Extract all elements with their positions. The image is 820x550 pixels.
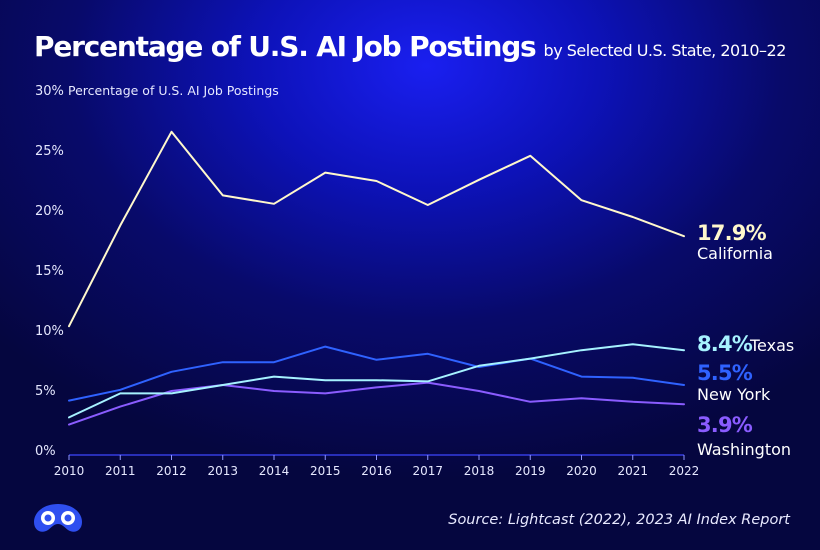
series-name-new-york: New York <box>697 385 771 404</box>
series-line-california <box>68 130 685 328</box>
x-tick-label: 2011 <box>105 464 136 478</box>
x-tick-label: 2016 <box>361 464 392 478</box>
y-axis-label: Percentage of U.S. AI Job Postings <box>68 83 279 98</box>
visual-capitalist-logo-icon <box>34 504 82 532</box>
x-tick-label: 2022 <box>669 464 700 478</box>
x-tick-label: 2019 <box>515 464 546 478</box>
y-tick-label: 0% <box>35 444 56 459</box>
x-tick-label: 2015 <box>310 464 341 478</box>
chart-title-text: Percentage of U.S. AI Job Postings <box>34 30 537 63</box>
series-name-washington: Washington <box>697 440 791 459</box>
x-tick-label: 2012 <box>156 464 187 478</box>
series-end-labels: 17.9%California 8.4%Texas 5.5%New York 3.9%… <box>697 221 794 459</box>
end-value-texas: 8.4% <box>697 332 753 356</box>
y-tick-label: 10% <box>35 324 64 339</box>
x-tick-label: 2018 <box>464 464 495 478</box>
series-name-texas: Texas <box>749 336 794 355</box>
y-tick-label: 25% <box>35 144 64 159</box>
end-value-washington: 3.9% <box>697 413 753 437</box>
source-note: Source: Lightcast (2022), 2023 AI Index … <box>448 512 790 528</box>
y-tick-label: 5% <box>35 384 56 399</box>
end-value-new-york: 5.5% <box>697 361 753 385</box>
y-tick-label: 20% <box>35 204 64 219</box>
x-tick-label: 2013 <box>207 464 238 478</box>
chart-subtitle: by Selected U.S. State, 2010–22 <box>543 41 787 60</box>
y-axis-ticks: 0% 5% 10% 15% 20% 25% 30% Percentage of U.S. AI… <box>35 83 279 459</box>
x-tick-label: 2014 <box>259 464 290 478</box>
y-tick-label: 15% <box>35 264 64 279</box>
x-tick-label: 2021 <box>617 464 648 478</box>
series-line-new-york <box>68 345 685 402</box>
x-tick-label: 2010 <box>54 464 85 478</box>
x-tick-label: 2020 <box>566 464 597 478</box>
x-axis: 2010 2011 2012 2013 2014 2015 2016 2017 2018 2019… <box>54 454 700 478</box>
chart-title: Percentage of U.S. AI Job Postings by Sel… <box>34 30 786 63</box>
end-value-california: 17.9% <box>697 221 767 245</box>
y-tick-label: 30% <box>35 84 64 99</box>
series-line-texas <box>68 343 685 419</box>
series-lines <box>68 130 685 426</box>
series-line-washington <box>68 381 685 426</box>
series-name-california: California <box>697 244 773 263</box>
x-tick-label: 2017 <box>412 464 443 478</box>
